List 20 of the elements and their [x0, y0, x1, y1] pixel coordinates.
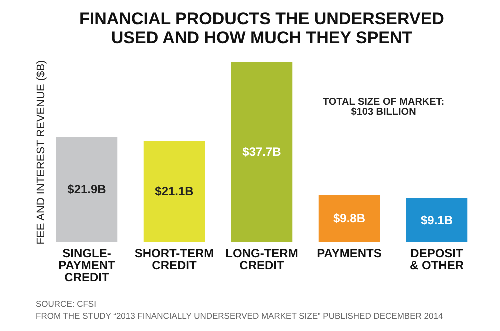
x-tick-label: SINGLE- PAYMENT CREDIT	[58, 246, 116, 284]
bar	[231, 62, 293, 242]
x-tick-label: PAYMENTS	[317, 246, 382, 260]
x-tick-label: LONG-TERM CREDIT	[226, 246, 298, 272]
source-note: SOURCE: CFSI	[36, 299, 96, 309]
data-label: $21.9B	[68, 182, 107, 197]
bar	[144, 141, 206, 242]
bar	[56, 137, 118, 242]
data-label: $37.7B	[242, 145, 282, 159]
x-tick-label: DEPOSIT & OTHER	[410, 246, 464, 272]
data-label: $9.1B	[420, 213, 454, 228]
bar	[318, 195, 380, 242]
text: FROM THE STUDY “2013 FINANCIALLY UNDERSERVED MARKET SIZE” PUBLISHED DECEMBER 2014	[36, 311, 444, 321]
chart-title: FINANCIAL PRODUCTS THE UNDERSERVED USED AND HOW MUCH THEY SPENT	[80, 9, 444, 48]
data-label: $21.1B	[155, 184, 194, 199]
y-axis-title: FEE AND INTEREST REVENUE ($B)	[36, 60, 48, 245]
annotation: TOTAL SIZE OF MARKET: $103 BILLION	[322, 97, 445, 118]
data-label: $9.8B	[333, 212, 366, 226]
x-tick-label: SHORT-TERM CREDIT	[134, 246, 214, 272]
bar	[406, 198, 468, 242]
